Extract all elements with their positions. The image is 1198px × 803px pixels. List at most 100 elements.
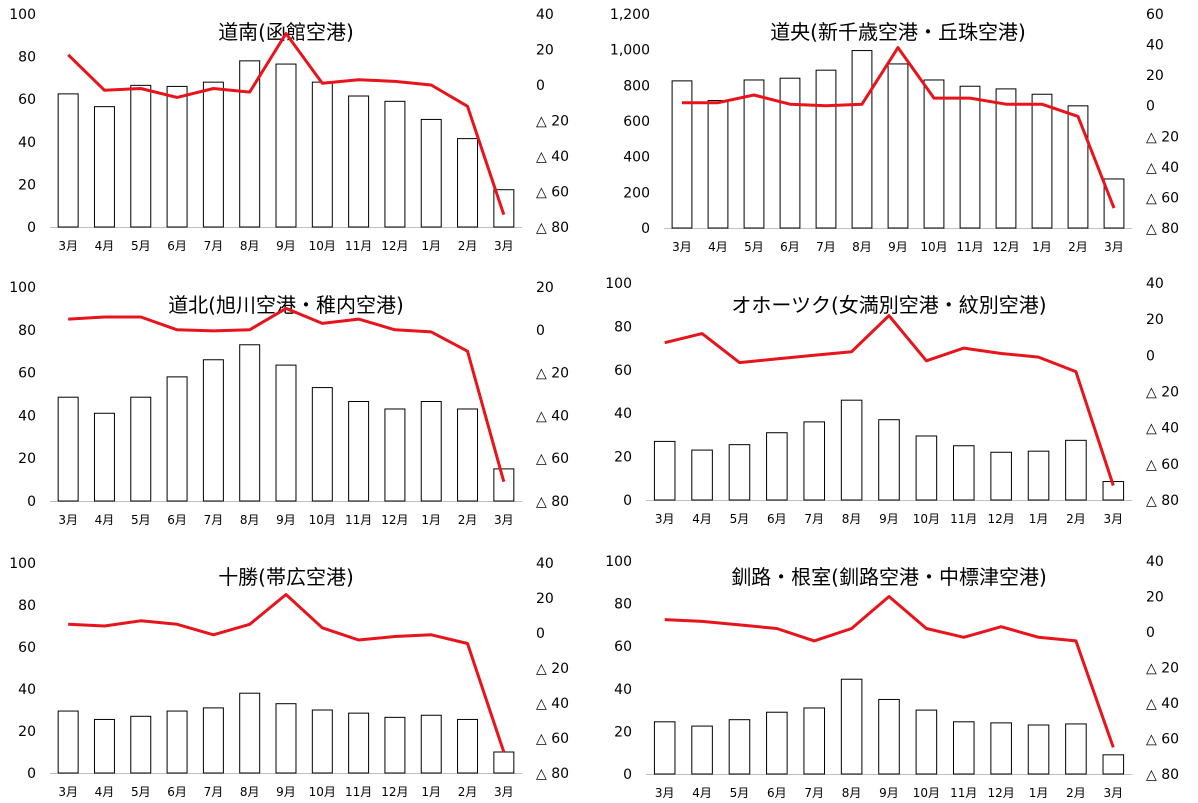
chart-title: 道南(函館空港): [218, 20, 354, 44]
bar: [887, 63, 909, 229]
x-tick-label: 9月: [276, 785, 296, 799]
y2-tick-label: △ 20: [536, 114, 569, 130]
bar: [959, 85, 981, 229]
bar: [384, 716, 406, 774]
y2-tick-label: 20: [536, 280, 554, 296]
y2-tick-label: 60: [1146, 7, 1164, 23]
bar: [915, 709, 938, 775]
x-tick-label: 7月: [816, 240, 836, 254]
bar: [493, 468, 515, 502]
x-tick-label: 2月: [1066, 512, 1086, 526]
x-tick-label: 11月: [345, 239, 372, 253]
x-tick-label: 6月: [167, 785, 187, 799]
y2-tick-label: △ 40: [536, 149, 569, 165]
y-tick-label: 100: [605, 554, 632, 570]
bar: [1065, 439, 1087, 501]
x-tick-label: 6月: [167, 513, 187, 527]
y-tick-label: 60: [18, 640, 36, 656]
x-tick-label: 2月: [1066, 786, 1086, 800]
bar: [779, 77, 801, 229]
bar: [840, 678, 863, 775]
y-tick-label: 1,000: [610, 43, 650, 59]
y2-tick-label: 0: [1146, 348, 1155, 364]
chart-title: 釧路・根室(釧路空港・中標津空港): [731, 565, 1047, 589]
bar: [275, 364, 297, 502]
x-tick-label: 3月: [1103, 512, 1123, 526]
y2-tick-label: 0: [536, 323, 545, 339]
y-tick-label: 60: [614, 363, 632, 379]
chart-title: オホーツク(女満別空港・紋別空港): [731, 293, 1046, 317]
bar: [1027, 724, 1050, 775]
chart-title: 十勝(帯広空港): [218, 565, 354, 589]
y-tick-label: 80: [18, 598, 36, 614]
bar: [1067, 105, 1089, 229]
x-tick-label: 1月: [1032, 240, 1052, 254]
x-tick-label: 2月: [458, 785, 478, 799]
bar: [93, 106, 115, 228]
x-tick-label: 4月: [692, 786, 712, 800]
x-tick-label: 11月: [950, 512, 977, 526]
y2-tick-label: 0: [1146, 625, 1155, 641]
bar: [743, 79, 765, 229]
x-tick-label: 12月: [381, 513, 408, 527]
y2-tick-label: △ 20: [536, 366, 569, 382]
y-tick-label: 400: [623, 150, 650, 166]
x-tick-label: 10月: [309, 513, 336, 527]
x-tick-label: 9月: [888, 240, 908, 254]
y-tick-label: 0: [623, 767, 632, 783]
x-tick-label: 6月: [167, 239, 187, 253]
x-tick-label: 8月: [852, 240, 872, 254]
x-tick-label: 3月: [58, 513, 78, 527]
x-tick-label: 3月: [58, 239, 78, 253]
bar: [851, 50, 873, 229]
x-tick-label: 11月: [345, 513, 372, 527]
bar: [57, 93, 79, 228]
x-tick-label: 9月: [879, 786, 899, 800]
bar: [1027, 450, 1050, 501]
bar: [457, 718, 479, 774]
bar: [1065, 723, 1087, 775]
bar: [420, 118, 442, 228]
x-tick-label: 5月: [131, 785, 151, 799]
bar: [348, 712, 370, 774]
x-tick-label: 3月: [58, 785, 78, 799]
x-tick-label: 4月: [692, 512, 712, 526]
x-tick-label: 12月: [988, 786, 1015, 800]
bar: [311, 81, 333, 228]
y2-tick-label: 40: [1146, 554, 1164, 570]
x-tick-label: 3月: [494, 513, 514, 527]
bar: [348, 400, 370, 502]
x-tick-label: 11月: [956, 240, 983, 254]
bar: [457, 408, 479, 502]
y2-tick-label: △ 80: [536, 766, 569, 782]
x-tick-label: 9月: [276, 239, 296, 253]
y2-tick-label: 20: [536, 591, 554, 607]
bar: [457, 138, 479, 228]
x-tick-label: 5月: [730, 512, 750, 526]
x-tick-label: 7月: [204, 239, 224, 253]
bar: [1102, 754, 1125, 775]
x-tick-label: 1月: [421, 785, 441, 799]
x-tick-label: 3月: [494, 239, 514, 253]
x-tick-label: 4月: [708, 240, 728, 254]
y2-tick-label: △ 80: [1146, 767, 1179, 783]
x-tick-label: 5月: [730, 786, 750, 800]
bar: [707, 99, 729, 229]
x-tick-label: 5月: [131, 239, 151, 253]
y-tick-label: 80: [18, 323, 36, 339]
y2-tick-label: △ 40: [1146, 696, 1179, 712]
bar: [166, 710, 188, 774]
y-tick-label: 100: [605, 276, 632, 292]
x-tick-label: 1月: [1029, 786, 1049, 800]
x-tick-label: 9月: [879, 512, 899, 526]
bar: [202, 707, 224, 774]
y-tick-label: 60: [614, 639, 632, 655]
y2-tick-label: △ 80: [1146, 493, 1179, 509]
y2-tick-label: △ 40: [536, 408, 569, 424]
x-tick-label: 3月: [1104, 240, 1124, 254]
bar: [311, 387, 333, 502]
y2-tick-label: △ 80: [536, 220, 569, 236]
x-tick-label: 10月: [913, 786, 940, 800]
x-tick-label: 4月: [95, 785, 115, 799]
